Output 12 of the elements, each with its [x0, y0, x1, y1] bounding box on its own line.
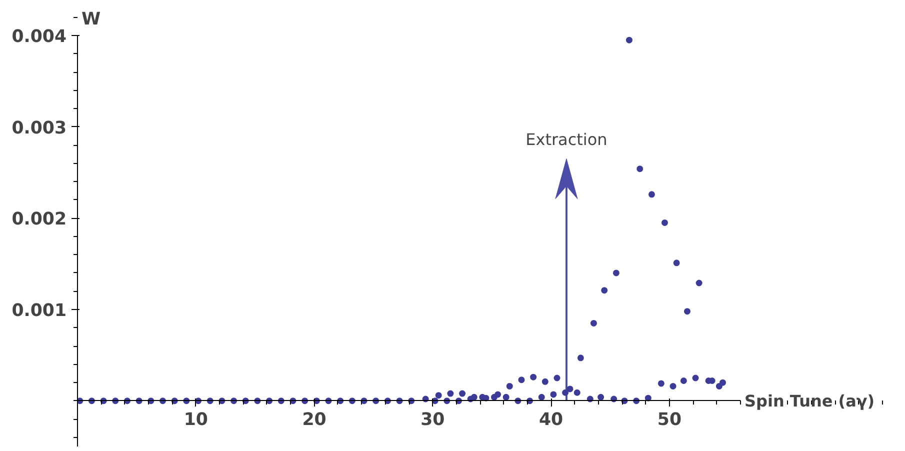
y-tick-label: 0.002 — [12, 210, 66, 230]
y-axis-title: W — [82, 10, 101, 30]
x-tick-label: 30 — [420, 410, 445, 430]
x-tick-label: 20 — [302, 410, 326, 430]
x-tick-label: 50 — [657, 410, 682, 430]
y-tick-label: 0.001 — [12, 301, 66, 321]
y-tick-label: 0.003 — [12, 118, 66, 138]
ref-line-label: Extraction — [526, 130, 608, 149]
y-tick-label: 0.004 — [12, 27, 66, 47]
x-axis-title: Spin Tune (aγ) — [744, 391, 875, 410]
x-tick-label: 40 — [539, 410, 564, 430]
x-tick-label: 10 — [184, 410, 208, 430]
